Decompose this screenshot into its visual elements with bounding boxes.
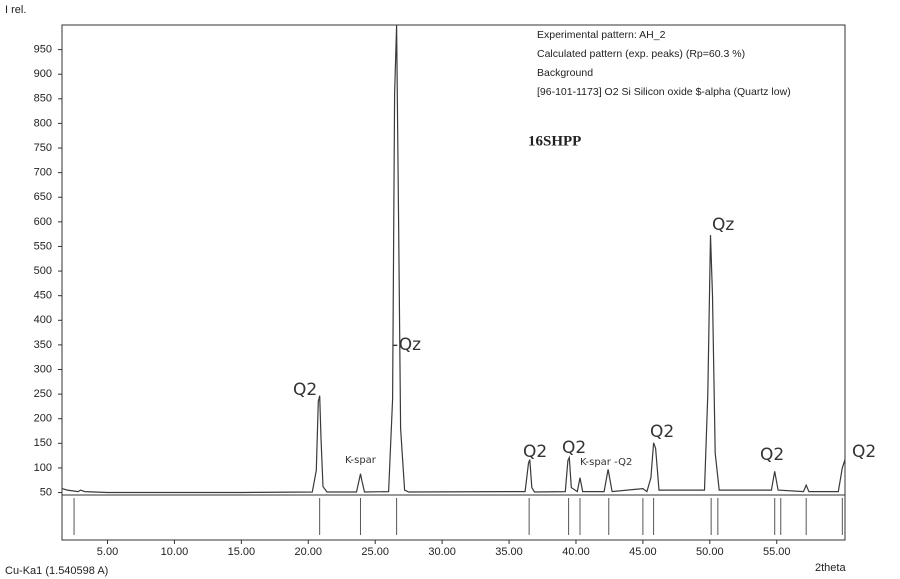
- x-tick-label: 20.00: [295, 546, 323, 558]
- annotation: K-spar -Q2: [580, 457, 632, 468]
- annotation: Qz: [712, 215, 734, 235]
- y-tick-label: 500: [34, 265, 52, 277]
- x-tick-label: 40.00: [562, 546, 590, 558]
- annotation: Q2: [293, 380, 317, 400]
- x-tick-label: 25.00: [361, 546, 389, 558]
- y-tick-label: 150: [34, 437, 52, 449]
- annotation: -Qz: [392, 335, 421, 355]
- x-tick-label: 30.00: [428, 546, 456, 558]
- legend-entry: Calculated pattern (exp. peaks) (Rp=60.3…: [537, 48, 745, 60]
- x-tick-label: 15.00: [228, 546, 256, 558]
- y-axis-label: I rel.: [5, 4, 26, 16]
- annotation: Q2: [650, 422, 674, 442]
- y-tick-label: 350: [34, 339, 52, 351]
- y-tick-label: 50: [40, 486, 52, 498]
- x-tick-label: 35.00: [495, 546, 523, 558]
- y-tick-label: 450: [34, 290, 52, 302]
- x-axis-label: 2theta: [815, 562, 846, 574]
- annotation: K-spar: [345, 455, 377, 466]
- y-tick-label: 400: [34, 314, 52, 326]
- legend-entry: Experimental pattern: AH_2: [537, 29, 666, 41]
- x-tick-label: 10.00: [161, 546, 189, 558]
- y-tick-label: 850: [34, 93, 52, 105]
- y-tick-label: 800: [34, 117, 52, 129]
- annotation: Q2: [760, 445, 784, 465]
- y-tick-label: 650: [34, 191, 52, 203]
- y-tick-label: 550: [34, 240, 52, 252]
- y-tick-label: 200: [34, 413, 52, 425]
- annotation: Q2: [562, 438, 586, 458]
- legend-entry: [96-101-1173] O2 Si Silicon oxide $-alph…: [537, 86, 791, 98]
- y-tick-label: 950: [34, 44, 52, 56]
- annotation: Q2: [852, 442, 876, 462]
- y-tick-label: 250: [34, 388, 52, 400]
- pattern-line: [61, 24, 846, 494]
- reference-panel: [61, 494, 846, 541]
- annotation: Q2: [523, 442, 547, 462]
- x-tick-label: 55.00: [763, 546, 791, 558]
- x-tick-label: 45.00: [629, 546, 657, 558]
- y-tick-label: 900: [34, 68, 52, 80]
- radiation-label: Cu-Ka1 (1.540598 A): [5, 565, 108, 577]
- y-tick-label: 700: [34, 167, 52, 179]
- y-tick-label: 100: [34, 462, 52, 474]
- x-tick-label: 50.00: [696, 546, 724, 558]
- sample-label: 16SHPP: [528, 133, 581, 149]
- y-tick-label: 750: [34, 142, 52, 154]
- y-tick-label: 600: [34, 216, 52, 228]
- legend-entry: Background: [537, 67, 593, 79]
- y-tick-label: 300: [34, 363, 52, 375]
- x-tick-label: 5.00: [97, 546, 118, 558]
